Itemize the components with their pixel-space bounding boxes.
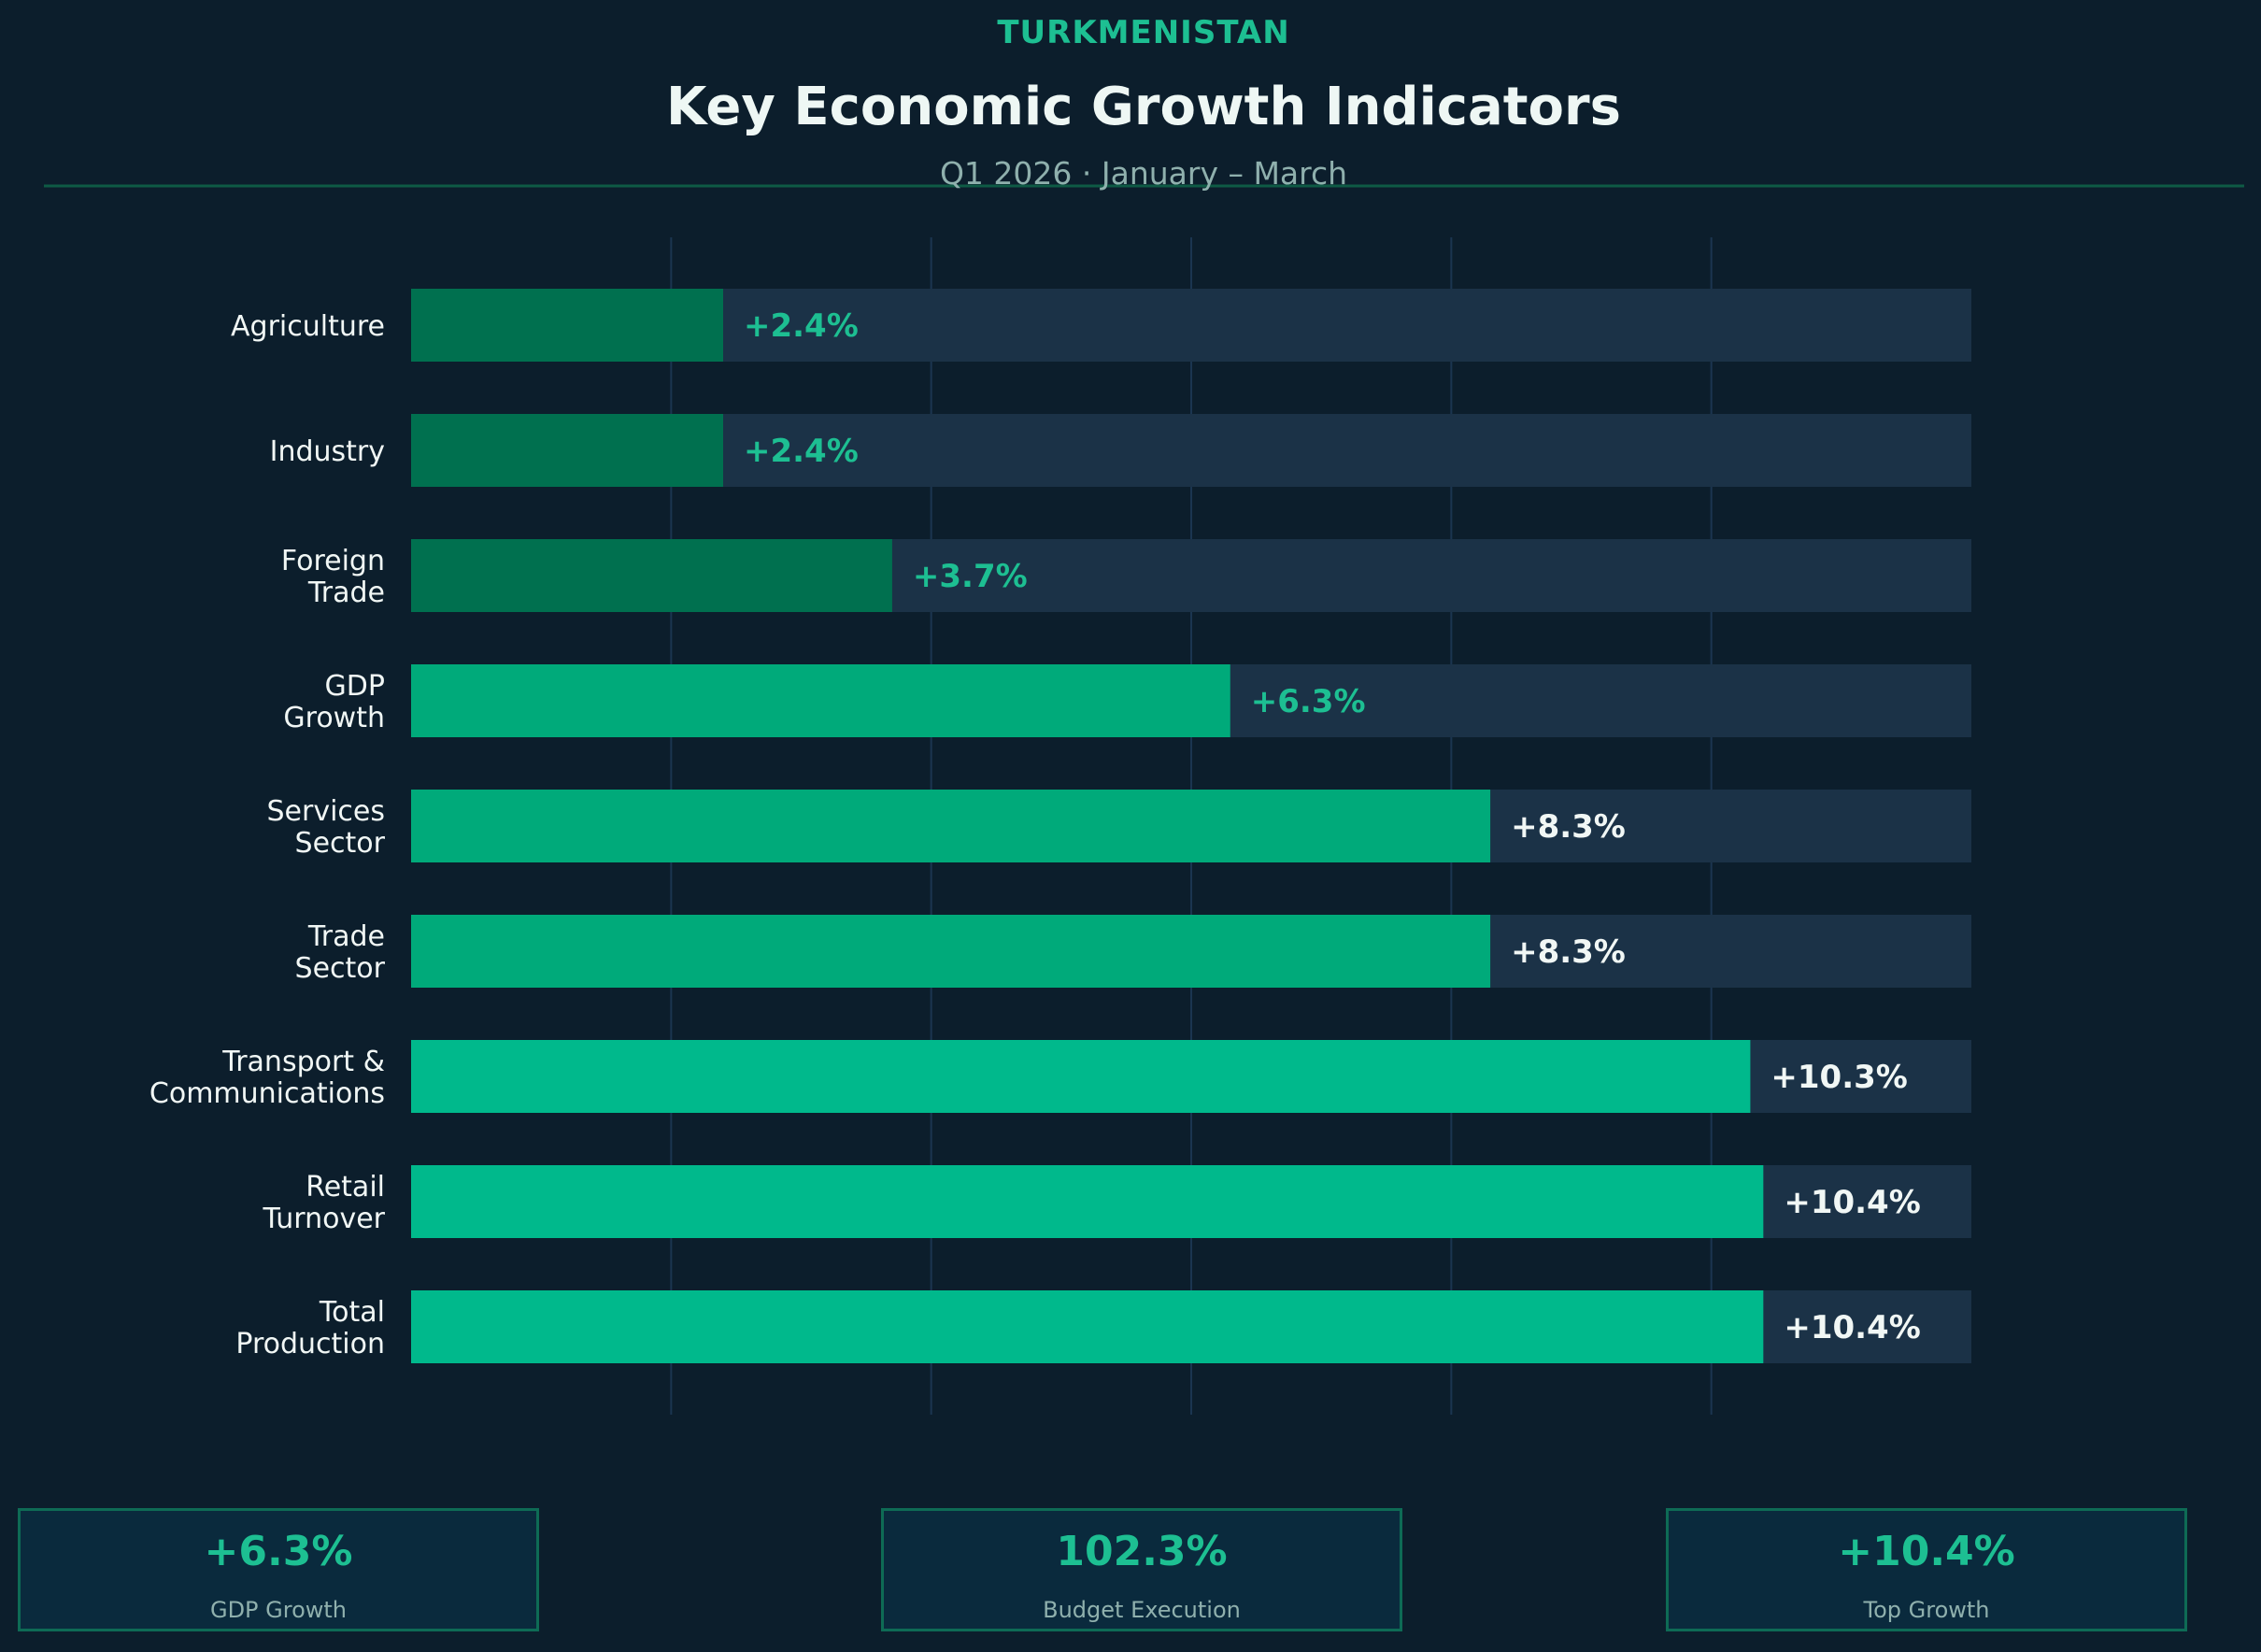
value-label: +10.4% xyxy=(1784,1184,1920,1221)
value-label: +2.4% xyxy=(744,307,859,345)
value-label: +8.3% xyxy=(1511,933,1626,971)
stat-value: +6.3% xyxy=(204,1528,353,1575)
chart-subtitle: Q1 2026 · January – March xyxy=(940,155,1347,192)
value-label: +10.3% xyxy=(1770,1059,1907,1096)
category-label: Growth xyxy=(283,702,385,734)
stat-label: Budget Execution xyxy=(1043,1597,1241,1623)
category-label: Services xyxy=(266,795,385,828)
stat-label: Top Growth xyxy=(1863,1597,1990,1623)
value-label: +10.4% xyxy=(1784,1309,1920,1346)
chart-title: Key Economic Growth Indicators xyxy=(666,77,1621,137)
value-label: +2.4% xyxy=(744,433,859,470)
category-label: Communications xyxy=(149,1077,385,1110)
bar xyxy=(411,790,1491,862)
category-label: Trade xyxy=(307,920,385,953)
category-label: Turnover xyxy=(262,1203,385,1235)
stat-card-gdp-growth: +6.3% GDP Growth xyxy=(18,1508,539,1631)
stat-label: GDP Growth xyxy=(209,1597,348,1623)
category-label: Sector xyxy=(295,952,386,985)
stat-card-top-growth: +10.4% Top Growth xyxy=(1666,1508,2187,1631)
value-label: +8.3% xyxy=(1511,808,1626,846)
value-label: +3.7% xyxy=(913,558,1028,595)
category-label: Industry xyxy=(270,435,385,468)
category-label: Retail xyxy=(306,1171,385,1203)
bar xyxy=(411,1040,1751,1113)
category-label: Production xyxy=(235,1328,385,1360)
category-label: Sector xyxy=(295,827,386,860)
category-label: GDP xyxy=(325,670,385,703)
category-label: Trade xyxy=(307,577,385,609)
stat-card-budget-execution: 102.3% Budget Execution xyxy=(881,1508,1402,1631)
category-label: Transport & xyxy=(221,1046,385,1078)
bar xyxy=(411,1165,1764,1238)
category-label: Total xyxy=(319,1296,385,1329)
bar xyxy=(411,539,892,612)
chart-supertitle: TURKMENISTAN xyxy=(997,14,1289,51)
bar xyxy=(411,664,1230,737)
stat-value: 102.3% xyxy=(1056,1528,1228,1575)
bar xyxy=(411,414,723,487)
bar xyxy=(411,915,1491,988)
bars: +2.4% Agriculture +2.4% Industry +3.7% Foreig… xyxy=(149,289,1971,1363)
bar xyxy=(411,289,723,362)
value-label: +6.3% xyxy=(1251,683,1366,720)
category-label: Foreign xyxy=(281,545,385,577)
bar xyxy=(411,1290,1764,1363)
stat-value: +10.4% xyxy=(1838,1528,2015,1575)
category-label: Agriculture xyxy=(231,310,385,343)
